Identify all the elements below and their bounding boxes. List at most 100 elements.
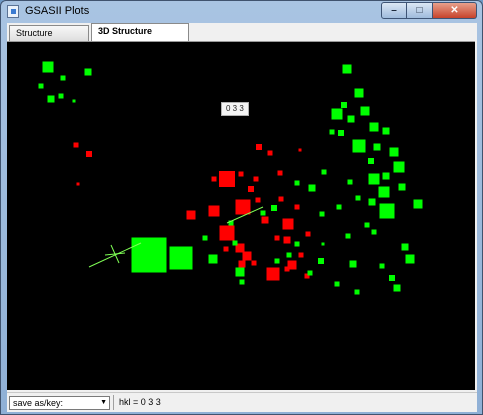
hkl-hover-label: 0 3 3: [221, 102, 249, 116]
3d-structure-factor-plot[interactable]: 0 3 3: [7, 41, 475, 390]
positive-reflection-marker: [389, 275, 395, 281]
positive-reflection-marker: [347, 179, 353, 185]
status-divider: [113, 395, 114, 410]
positive-reflection-marker: [354, 88, 364, 98]
window-controls: – □ ✕: [381, 2, 477, 19]
positive-reflection-marker: [235, 267, 245, 277]
positive-reflection-marker: [347, 115, 355, 123]
negative-reflection-marker: [282, 218, 294, 230]
window-title: GSASII Plots: [25, 5, 90, 17]
negative-reflection-marker: [278, 196, 284, 202]
negative-reflection-marker: [256, 144, 262, 150]
positive-reflection-marker: [401, 243, 409, 251]
positive-reflection-marker: [398, 183, 406, 191]
plot-svg[interactable]: [7, 42, 475, 390]
positive-reflection-marker: [318, 258, 324, 264]
negative-reflection-marker: [76, 182, 80, 186]
positive-reflection-marker: [352, 139, 366, 153]
positive-reflection-marker: [393, 161, 405, 173]
positive-reflection-marker: [364, 222, 370, 228]
positive-reflection-marker: [360, 106, 370, 116]
negative-reflection-marker: [255, 197, 261, 203]
positive-reflection-marker: [208, 254, 218, 264]
positive-reflection-marker: [329, 129, 335, 135]
positive-reflection-marker: [307, 270, 313, 276]
hkl-status-text: hkl = 0 3 3: [119, 397, 161, 407]
positive-reflection-marker: [382, 172, 390, 180]
reciprocal-axis-line: [226, 206, 264, 224]
positive-reflection-marker: [321, 169, 327, 175]
minimize-button[interactable]: –: [381, 2, 407, 19]
negative-reflection-marker: [238, 260, 246, 268]
positive-reflection-marker: [369, 122, 379, 132]
positive-reflection-marker: [413, 199, 423, 209]
close-button[interactable]: ✕: [433, 2, 477, 19]
tab-3d-structure-factors[interactable]: 3D Structure Factors: [91, 23, 189, 51]
save-as-key-label: save as/key:: [13, 398, 64, 408]
title-bar[interactable]: GSASII Plots – □ ✕: [1, 1, 482, 23]
positive-reflection-marker: [373, 143, 381, 151]
negative-reflection-marker: [219, 225, 235, 241]
positive-reflection-marker: [60, 75, 66, 81]
save-as-key-select[interactable]: save as/key: ▼: [9, 396, 110, 410]
negative-reflection-marker: [294, 204, 300, 210]
negative-reflection-marker: [298, 252, 304, 258]
positive-reflection-marker: [131, 237, 167, 273]
plot-panel: Structure Factors 3D Structure Factors 0…: [7, 23, 477, 412]
chevron-down-icon: ▼: [100, 399, 107, 406]
positive-reflection-marker: [334, 281, 340, 287]
positive-reflection-marker: [389, 147, 399, 157]
negative-reflection-marker: [219, 171, 235, 187]
negative-reflection-marker: [235, 243, 245, 253]
positive-reflection-marker: [393, 284, 401, 292]
positive-reflection-marker: [239, 279, 245, 285]
positive-reflection-marker: [368, 158, 374, 164]
negative-reflection-marker: [287, 260, 297, 270]
negative-reflection-marker: [261, 216, 269, 224]
negative-reflection-marker: [223, 246, 229, 252]
positive-reflection-marker: [331, 108, 343, 120]
maximize-button[interactable]: □: [407, 2, 433, 19]
positive-reflection-marker: [286, 252, 292, 258]
negative-reflection-marker: [283, 236, 291, 244]
positive-reflection-marker: [355, 195, 361, 201]
positive-reflection-marker: [42, 61, 54, 73]
positive-reflection-marker: [321, 242, 325, 246]
negative-reflection-marker: [208, 205, 220, 217]
negative-reflection-marker: [253, 176, 259, 182]
positive-reflection-marker: [47, 95, 55, 103]
negative-reflection-marker: [274, 235, 280, 241]
positive-reflection-marker: [354, 289, 360, 295]
positive-reflection-marker: [72, 99, 76, 103]
negative-reflection-marker: [298, 148, 302, 152]
positive-reflection-marker: [379, 203, 395, 219]
positive-reflection-marker: [342, 64, 352, 74]
status-bar: save as/key: ▼ hkl = 0 3 3: [7, 392, 477, 412]
tab-structure-factors[interactable]: Structure Factors: [9, 25, 89, 53]
positive-reflection-marker: [271, 205, 277, 211]
positive-reflection-marker: [38, 83, 44, 89]
positive-reflection-marker: [228, 220, 234, 226]
positive-reflection-marker: [368, 198, 376, 206]
negative-reflection-marker: [251, 260, 257, 266]
positive-reflection-marker: [319, 211, 325, 217]
negative-reflection-marker: [186, 210, 196, 220]
negative-reflection-marker: [211, 176, 217, 182]
positive-reflection-marker: [274, 258, 280, 264]
origin-cross-line: [104, 252, 126, 256]
app-icon: [7, 5, 19, 18]
positive-reflection-marker: [341, 102, 347, 108]
positive-reflection-marker: [58, 93, 64, 99]
positive-reflection-marker: [379, 263, 385, 269]
negative-reflection-marker: [238, 171, 244, 177]
positive-reflection-marker: [294, 180, 300, 186]
negative-reflection-marker: [242, 251, 252, 261]
negative-reflection-marker: [73, 142, 79, 148]
negative-reflection-marker: [277, 170, 283, 176]
positive-reflection-marker: [371, 229, 377, 235]
positive-reflection-marker: [308, 184, 316, 192]
positive-reflection-marker: [84, 68, 92, 76]
positive-reflection-marker: [378, 186, 390, 198]
positive-reflection-marker: [336, 204, 342, 210]
